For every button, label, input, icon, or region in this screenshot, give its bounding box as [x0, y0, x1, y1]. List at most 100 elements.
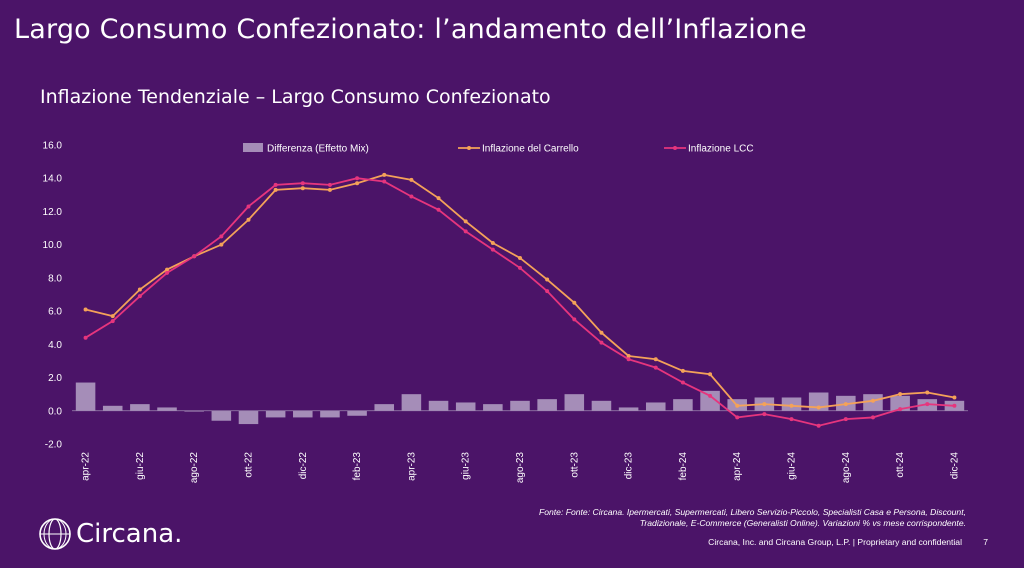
logo-text: Circana.: [76, 519, 183, 549]
line-inflazione-carrello-point: [219, 242, 224, 247]
line-inflazione-lcc-point: [653, 365, 658, 370]
bar-effetto-mix: [428, 400, 449, 411]
line-inflazione-carrello-point: [355, 181, 360, 186]
line-inflazione-lcc-point: [708, 393, 713, 398]
bar-effetto-mix: [510, 400, 530, 411]
x-tick-label: dic-23: [624, 452, 635, 480]
line-inflazione-lcc-point: [355, 176, 360, 181]
x-tick-label: dic-24: [949, 452, 960, 480]
line-inflazione-lcc-point: [219, 234, 224, 239]
bar-effetto-mix: [157, 407, 177, 411]
line-inflazione-carrello-point: [83, 307, 88, 312]
circana-logo: Circana.: [38, 514, 182, 554]
line-inflazione-carrello-point: [952, 395, 957, 400]
y-tick-label: 16.0: [43, 141, 63, 152]
y-tick-label: 8.0: [48, 273, 62, 284]
bar-effetto-mix: [320, 410, 340, 418]
line-inflazione-carrello-point: [490, 241, 495, 246]
line-inflazione-lcc-point: [898, 407, 903, 412]
bar-effetto-mix: [347, 410, 367, 416]
x-tick-label: giu-23: [461, 452, 472, 480]
line-inflazione-carrello-point: [708, 372, 713, 377]
line-inflazione-lcc-point: [110, 319, 115, 324]
line-inflazione-lcc-point: [300, 181, 305, 186]
bar-effetto-mix: [673, 399, 693, 411]
line-inflazione-carrello-point: [436, 196, 441, 201]
x-tick-label: feb-24: [678, 452, 689, 481]
line-inflazione-carrello-point: [762, 402, 767, 407]
bar-effetto-mix: [455, 402, 476, 411]
y-tick-label: 10.0: [43, 240, 63, 251]
line-inflazione-carrello-point: [925, 390, 930, 395]
line-inflazione-lcc-point: [273, 182, 278, 187]
bar-effetto-mix: [102, 405, 123, 411]
x-tick-label: apr-24: [732, 452, 743, 481]
bar-effetto-mix: [483, 404, 503, 411]
bar-effetto-mix: [374, 404, 395, 411]
bar-effetto-mix: [238, 410, 259, 425]
x-tick-label: ago-24: [841, 452, 852, 484]
line-inflazione-lcc-point: [518, 265, 522, 270]
y-tick-label: 14.0: [43, 174, 63, 185]
x-tick-label: apr-23: [406, 452, 417, 481]
legend-swatch-marker: [673, 146, 677, 150]
bar-effetto-mix: [645, 402, 666, 411]
copyright-text: Circana, Inc. and Circana Group, L.P. | …: [708, 537, 962, 547]
x-tick-label: ott-24: [895, 452, 906, 478]
line-inflazione-lcc-point: [490, 247, 495, 252]
line-inflazione-carrello-point: [246, 217, 251, 222]
legend-label: Inflazione del Carrello: [482, 144, 579, 155]
line-inflazione-lcc-point: [327, 182, 332, 187]
line-inflazione-carrello: [85, 173, 955, 409]
line-inflazione-lcc-point: [925, 402, 930, 407]
line-inflazione-lcc-point: [626, 357, 631, 362]
line-inflazione-carrello-point: [327, 187, 332, 192]
line-inflazione-carrello-point: [789, 403, 794, 408]
line-inflazione-carrello-point: [870, 398, 875, 403]
legend-swatch-marker: [467, 146, 471, 150]
line-inflazione-carrello-point: [626, 353, 631, 358]
bar-effetto-mix: [564, 394, 585, 411]
x-tick-label: ago-22: [189, 452, 200, 484]
line-inflazione-carrello-point: [273, 187, 278, 192]
line-inflazione-lcc-point: [843, 417, 848, 422]
line-inflazione-lcc-point: [952, 403, 957, 408]
bar-effetto-mix: [293, 410, 313, 418]
bar-effetto-mix: [591, 400, 612, 411]
line-inflazione-lcc-point: [137, 294, 142, 299]
y-tick-label: 0.0: [48, 406, 62, 417]
bar-effetto-mix: [401, 394, 422, 411]
source-note: Fonte: Fonte: Circana. Ipermercati, Supe…: [538, 507, 966, 528]
line-inflazione-carrello-point: [463, 219, 468, 224]
line-inflazione-carrello-point: [735, 403, 740, 408]
line-inflazione-carrello-point: [382, 172, 387, 177]
x-tick-label: ott-22: [243, 452, 254, 478]
line-inflazione-lcc-point: [463, 229, 468, 234]
line-inflazione-carrello-point: [816, 405, 821, 410]
line-inflazione-lcc-point: [382, 179, 387, 184]
y-tick-label: 4.0: [48, 340, 62, 351]
bar-effetto-mix: [700, 390, 720, 411]
bar-effetto-mix: [265, 410, 286, 418]
line-inflazione-lcc-point: [165, 270, 170, 275]
legend-swatch-bar: [243, 143, 263, 152]
line-inflazione-lcc-point: [816, 423, 821, 428]
x-tick-label: feb-23: [352, 452, 363, 481]
line-inflazione-carrello-point: [110, 314, 115, 319]
line-inflazione-lcc-point: [436, 207, 441, 212]
line-inflazione-carrello-point: [898, 392, 903, 397]
y-tick-label: -2.0: [45, 440, 63, 451]
line-inflazione-lcc-point: [192, 254, 197, 259]
line-inflazione-lcc-point: [83, 335, 88, 340]
chart-title: Inflazione Tendenziale – Largo Consumo C…: [40, 86, 551, 108]
y-tick-label: 6.0: [48, 307, 62, 318]
line-inflazione-lcc-point: [789, 417, 794, 422]
line-inflazione-carrello-point: [545, 277, 550, 282]
x-tick-label: giu-24: [787, 452, 798, 480]
y-tick-label: 12.0: [43, 207, 63, 218]
line-inflazione-carrello-point: [843, 402, 848, 407]
line-inflazione-lcc-point: [409, 194, 414, 199]
x-tick-label: ago-23: [515, 452, 526, 484]
line-inflazione-lcc-point: [762, 412, 767, 417]
globe-icon: [39, 518, 71, 550]
